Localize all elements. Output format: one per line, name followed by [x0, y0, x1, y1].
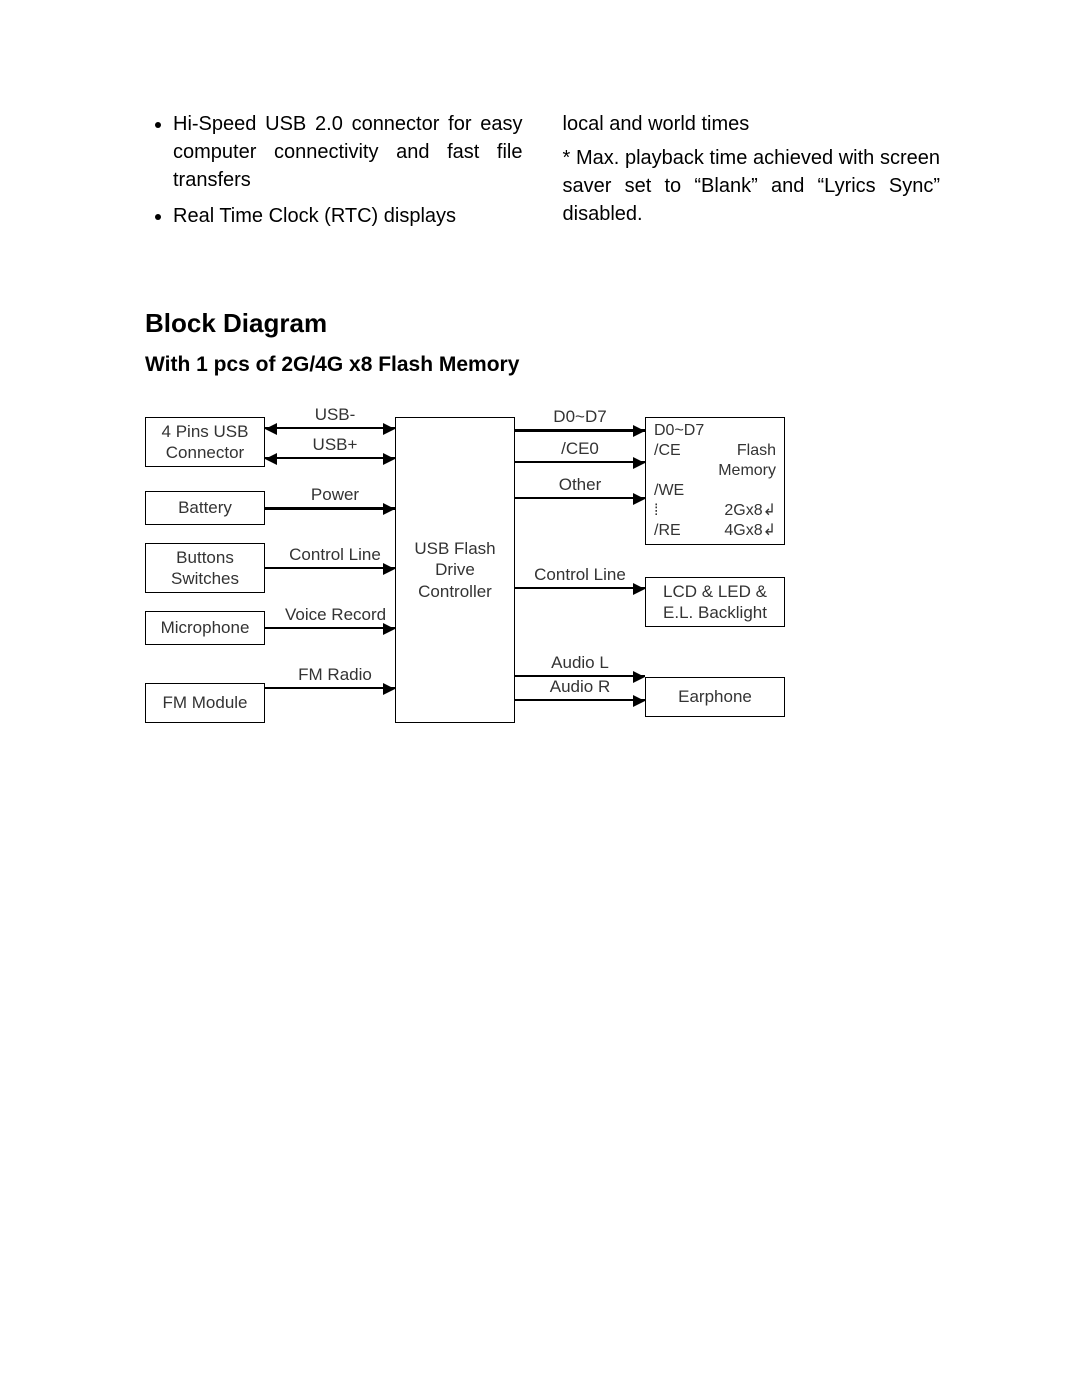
block-flash: D0~D7/CEFlashMemory/WE⁞2Gx8↲/RE4Gx8↲ [645, 417, 785, 545]
flash-row: Memory [654, 461, 776, 481]
flash-row: /CEFlash [654, 441, 776, 461]
intro-right-col: local and world times * Max. playback ti… [563, 110, 941, 238]
right-col-text: local and world times [563, 110, 941, 138]
section-subheading: With 1 pcs of 2G/4G x8 Flash Memory [145, 353, 940, 377]
block-battery: Battery [145, 491, 265, 525]
block-diagram: 4 Pins USBConnector Battery ButtonsSwitche… [145, 417, 945, 767]
flash-row: ⁞2Gx8↲ [654, 501, 776, 521]
block-buttons: ButtonsSwitches [145, 543, 265, 593]
signal-label: Voice Record [285, 605, 385, 625]
signal-label: FM Radio [285, 665, 385, 685]
block-controller: USB FlashDriveController [395, 417, 515, 723]
signal-label: Audio L [521, 653, 639, 673]
block-mic: Microphone [145, 611, 265, 645]
signal-label: USB- [285, 405, 385, 425]
signal-label: /CE0 [521, 439, 639, 459]
flash-row: D0~D7 [654, 421, 776, 441]
signal-label: Audio R [521, 677, 639, 697]
block-fm: FM Module [145, 683, 265, 723]
document-page: Hi-Speed USB 2.0 connector for easy comp… [0, 0, 1080, 1397]
signal-label: D0~D7 [521, 407, 639, 427]
section-title: Block Diagram [145, 308, 940, 339]
intro-left-col: Hi-Speed USB 2.0 connector for easy comp… [145, 110, 523, 238]
flash-row: /WE [654, 481, 776, 501]
block-usb_conn: 4 Pins USBConnector [145, 417, 265, 467]
feature-list: Hi-Speed USB 2.0 connector for easy comp… [145, 110, 523, 230]
signal-label: Control Line [285, 545, 385, 565]
signal-label: USB+ [285, 435, 385, 455]
intro-columns: Hi-Speed USB 2.0 connector for easy comp… [145, 110, 940, 238]
flash-row: /RE4Gx8↲ [654, 521, 776, 541]
block-earphone: Earphone [645, 677, 785, 717]
signal-label: Other [521, 475, 639, 495]
block-lcd: LCD & LED &E.L. Backlight [645, 577, 785, 627]
signal-label: Power [285, 485, 385, 505]
feature-item: Real Time Clock (RTC) displays [173, 202, 523, 230]
feature-item: Hi-Speed USB 2.0 connector for easy comp… [173, 110, 523, 194]
signal-label: Control Line [521, 565, 639, 585]
right-col-note: * Max. playback time achieved with scree… [563, 144, 941, 228]
